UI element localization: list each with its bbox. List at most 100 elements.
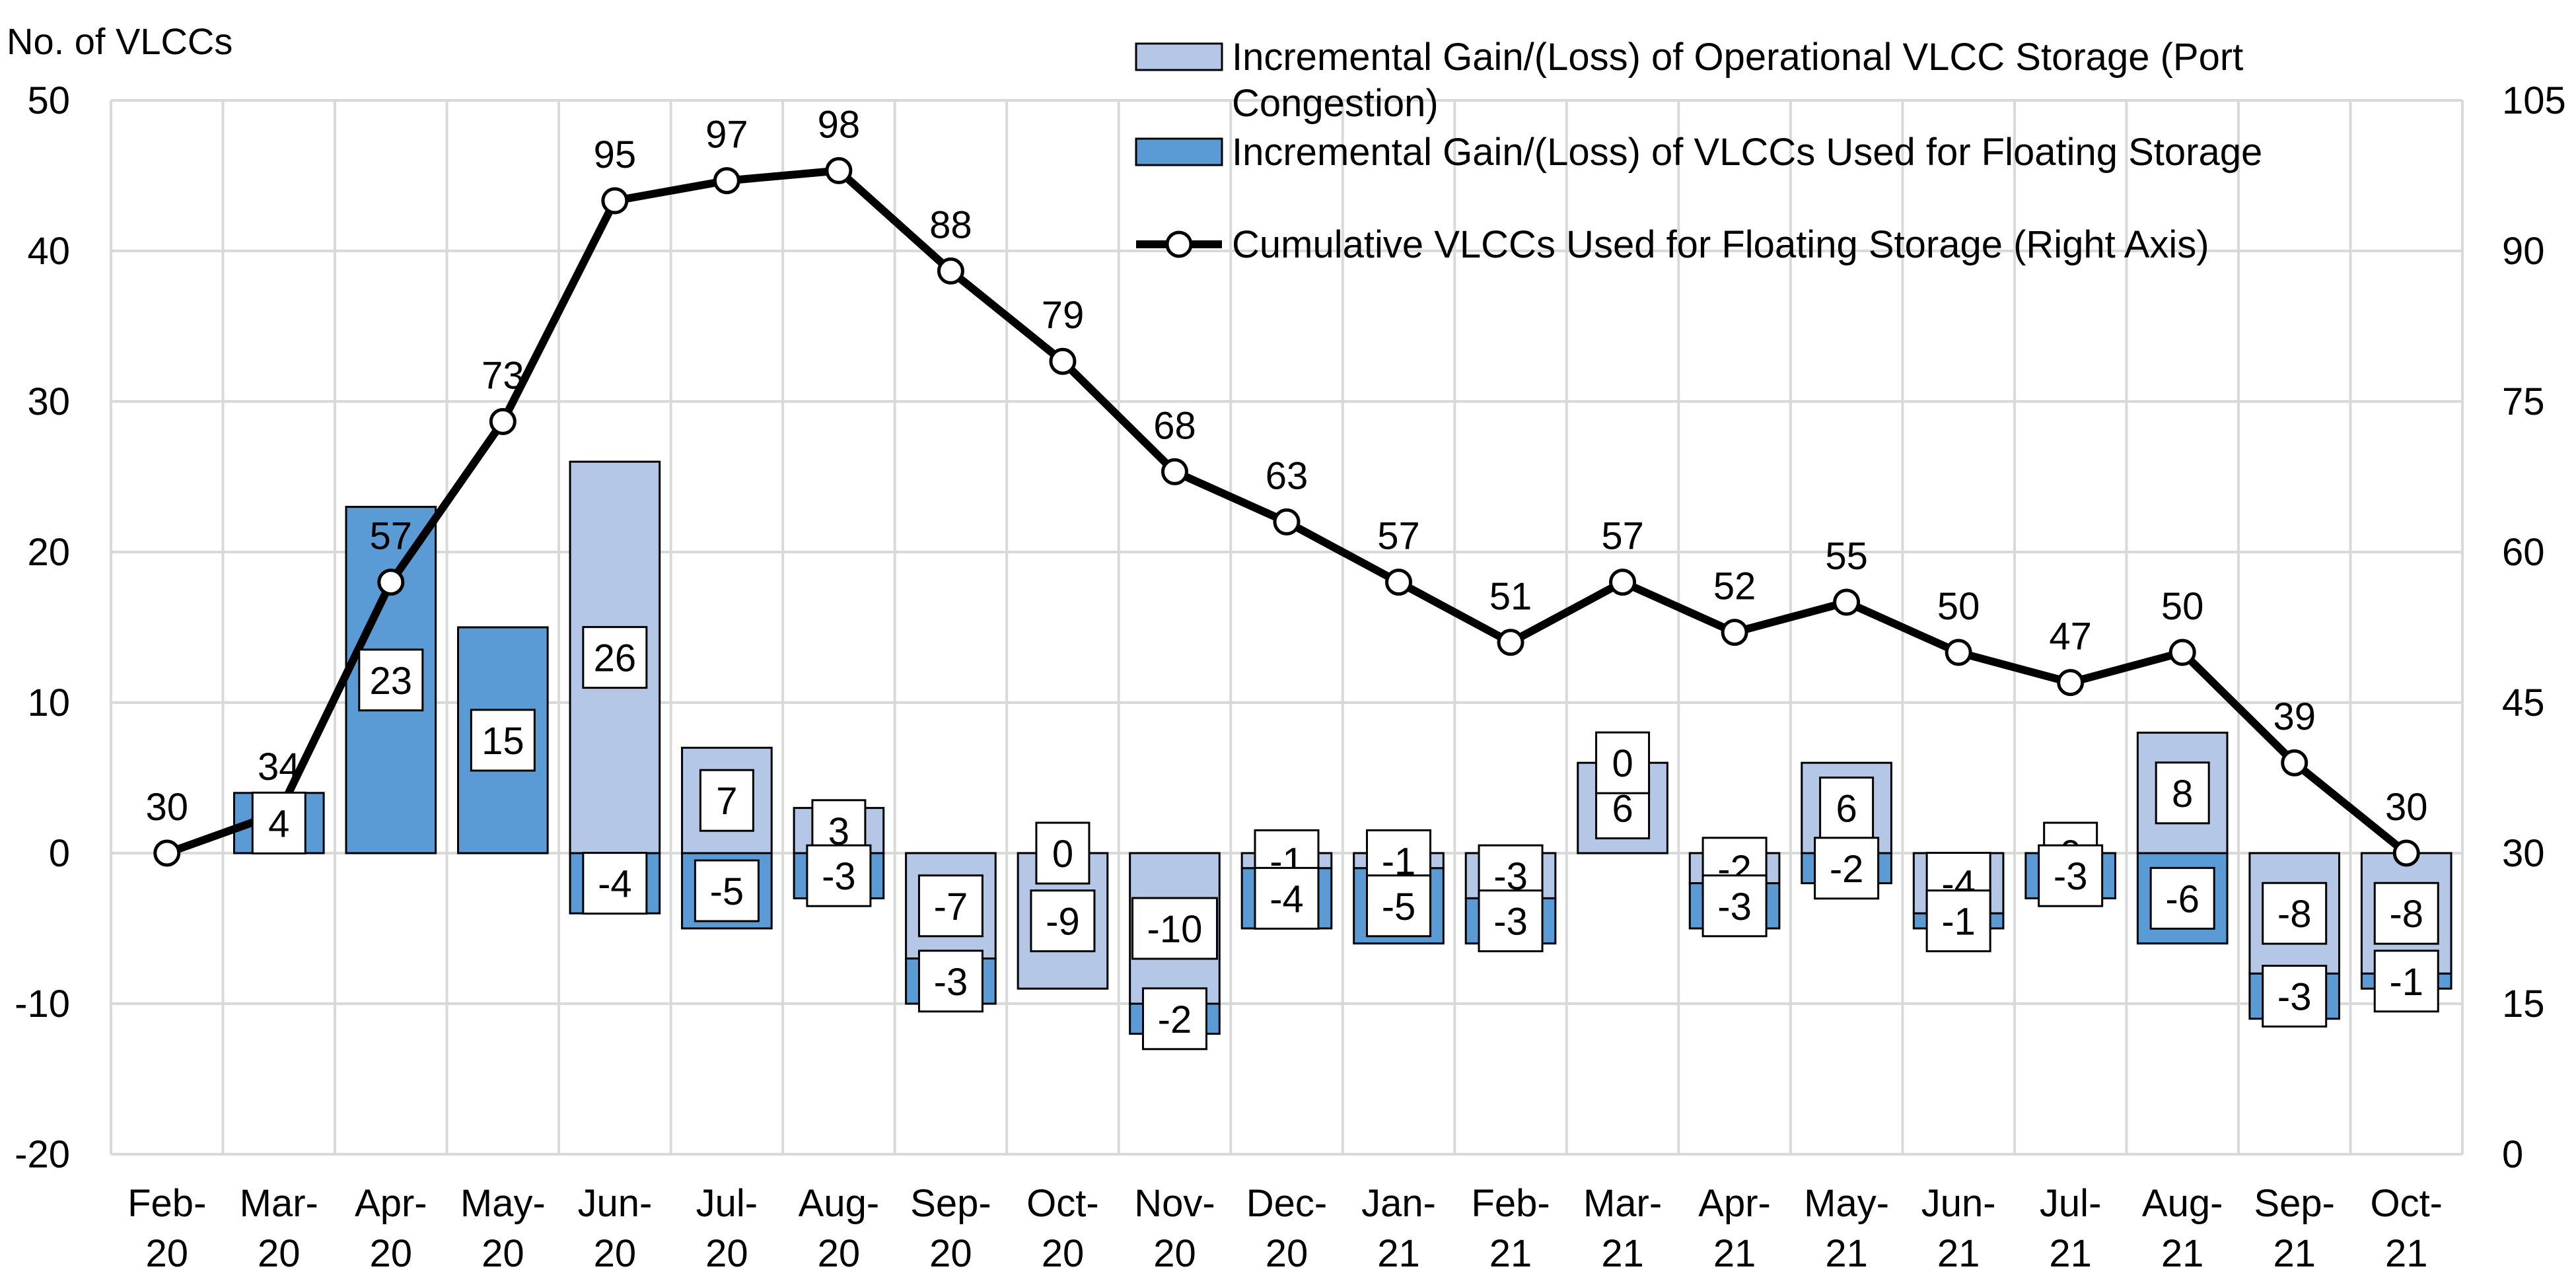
bar-value-box xyxy=(582,852,648,915)
bar-value-label: -3 xyxy=(822,855,856,898)
x-tick-label: Mar- xyxy=(1583,1182,1662,1225)
cumulative-point xyxy=(825,156,853,184)
x-tick-label: 21 xyxy=(1825,1232,1868,1275)
bar-value-box xyxy=(917,874,984,938)
bar-value-box xyxy=(1595,731,1651,794)
x-tick-label: Oct- xyxy=(1026,1182,1099,1225)
y-right-tick-label: 105 xyxy=(2502,79,2566,122)
bar-value-label: 6 xyxy=(1612,788,1633,831)
y-left-tick-label: -10 xyxy=(15,983,70,1025)
x-tick-label: 20 xyxy=(929,1232,972,1275)
cumulative-value-label: 50 xyxy=(2161,585,2204,628)
cumulative-point xyxy=(1385,569,1413,596)
y-left-tick-label: 40 xyxy=(27,230,70,273)
bar-value-box xyxy=(1478,889,1544,953)
cumulative-point xyxy=(1609,569,1637,596)
x-tick-label: Jan- xyxy=(1361,1182,1436,1225)
cumulative-point xyxy=(2281,749,2308,777)
x-tick-label: 20 xyxy=(482,1232,524,1275)
bar-value-box xyxy=(582,626,648,689)
bar-value-box xyxy=(1819,777,1875,840)
cumulative-point xyxy=(2392,839,2420,867)
x-tick-label: 21 xyxy=(1489,1232,1532,1275)
x-tick-label: Oct- xyxy=(2370,1182,2443,1225)
bar-value-box xyxy=(1030,889,1096,953)
bar-value-label: -6 xyxy=(2165,878,2200,920)
cumulative-value-label: 34 xyxy=(258,746,301,788)
x-tick-label: Dec- xyxy=(1246,1182,1327,1225)
x-tick-label: 20 xyxy=(594,1232,637,1275)
cumulative-point xyxy=(489,407,517,435)
x-tick-label: 20 xyxy=(705,1232,748,1275)
cumulative-point xyxy=(1497,629,1524,656)
cumulative-point xyxy=(153,839,181,867)
y-right-tick-label: 60 xyxy=(2502,531,2545,574)
x-tick-label: 21 xyxy=(1377,1232,1420,1275)
x-tick-label: Jun- xyxy=(1921,1182,1996,1225)
bar-value-box xyxy=(2373,950,2439,1013)
cumulative-point xyxy=(377,569,405,596)
y-right-tick-label: 15 xyxy=(2502,983,2545,1025)
y-left-tick-label: 50 xyxy=(27,79,70,122)
y-left-tick-label: 30 xyxy=(27,380,70,423)
cumulative-value-label: 57 xyxy=(1601,515,1644,558)
bar-value-box xyxy=(2038,844,2104,907)
bar-value-label: -7 xyxy=(934,885,968,928)
x-tick-label: Apr- xyxy=(355,1182,427,1225)
bar-value-label: -3 xyxy=(2054,855,2088,898)
bar-value-label: -9 xyxy=(1046,901,1080,944)
x-tick-label: Mar- xyxy=(240,1182,318,1225)
y-right-tick-label: 45 xyxy=(2502,681,2545,724)
bar-value-label: -8 xyxy=(2389,893,2423,936)
bar-value-box xyxy=(251,791,306,854)
x-tick-label: 21 xyxy=(2273,1232,2316,1275)
x-tick-label: 20 xyxy=(258,1232,301,1275)
bar-value-box xyxy=(1131,897,1218,960)
bar-value-label: -2 xyxy=(1830,848,1864,891)
legend-swatch xyxy=(1135,42,1223,71)
bar-value-box xyxy=(2149,866,2215,930)
x-tick-label: 20 xyxy=(818,1232,861,1275)
y-left-tick-label: 0 xyxy=(49,832,70,875)
bar-value-label: -10 xyxy=(1147,908,1203,951)
bar-value-label: 8 xyxy=(2172,773,2193,815)
y-right-tick-label: 90 xyxy=(2502,230,2545,273)
y-left-tick-label: 20 xyxy=(27,531,70,574)
cumulative-value-label: 79 xyxy=(1042,294,1085,337)
legend-label: Congestion) xyxy=(1232,82,1439,125)
x-tick-label: 20 xyxy=(1042,1232,1085,1275)
bar-value-box xyxy=(1366,874,1432,938)
y-right-tick-label: 0 xyxy=(2502,1133,2523,1176)
cumulative-point xyxy=(1161,458,1188,485)
x-tick-label: Jul- xyxy=(2040,1182,2101,1225)
y-left-tick-label: -20 xyxy=(15,1133,70,1176)
bar-value-label: 26 xyxy=(594,637,637,680)
y-right-tick-label: 75 xyxy=(2502,380,2545,423)
bar-value-label: -2 xyxy=(1158,998,1192,1041)
x-tick-label: May- xyxy=(1804,1182,1889,1225)
bar-value-label: 6 xyxy=(1836,788,1857,831)
bar-value-label: -3 xyxy=(934,961,968,1004)
x-tick-label: Feb- xyxy=(127,1182,206,1225)
x-tick-label: 21 xyxy=(2161,1232,2204,1275)
y-right-tick-label: 30 xyxy=(2502,832,2545,875)
x-tick-label: 21 xyxy=(1713,1232,1756,1275)
y-left-axis-title: No. of VLCCs xyxy=(7,20,233,62)
bar-value-label: -5 xyxy=(710,870,744,913)
x-tick-label: 20 xyxy=(1266,1232,1308,1275)
bar-value-box xyxy=(1701,874,1768,938)
x-tick-label: Aug- xyxy=(799,1182,880,1225)
bar-value-label: -1 xyxy=(2389,961,2423,1004)
bar-value-label: -3 xyxy=(1717,885,1752,928)
cumulative-value-label: 57 xyxy=(1377,515,1420,558)
cumulative-point xyxy=(1721,619,1748,646)
cumulative-value-label: 73 xyxy=(482,354,524,397)
bar-value-box xyxy=(1141,987,1207,1051)
cumulative-point xyxy=(1273,508,1301,536)
legend-label: Incremental Gain/(Loss) of VLCCs Used fo… xyxy=(1232,131,2262,174)
cumulative-value-label: 51 xyxy=(1489,575,1532,618)
x-tick-label: Nov- xyxy=(1134,1182,1215,1225)
bar-value-box xyxy=(1814,837,1880,900)
legend-marker xyxy=(1165,230,1193,258)
